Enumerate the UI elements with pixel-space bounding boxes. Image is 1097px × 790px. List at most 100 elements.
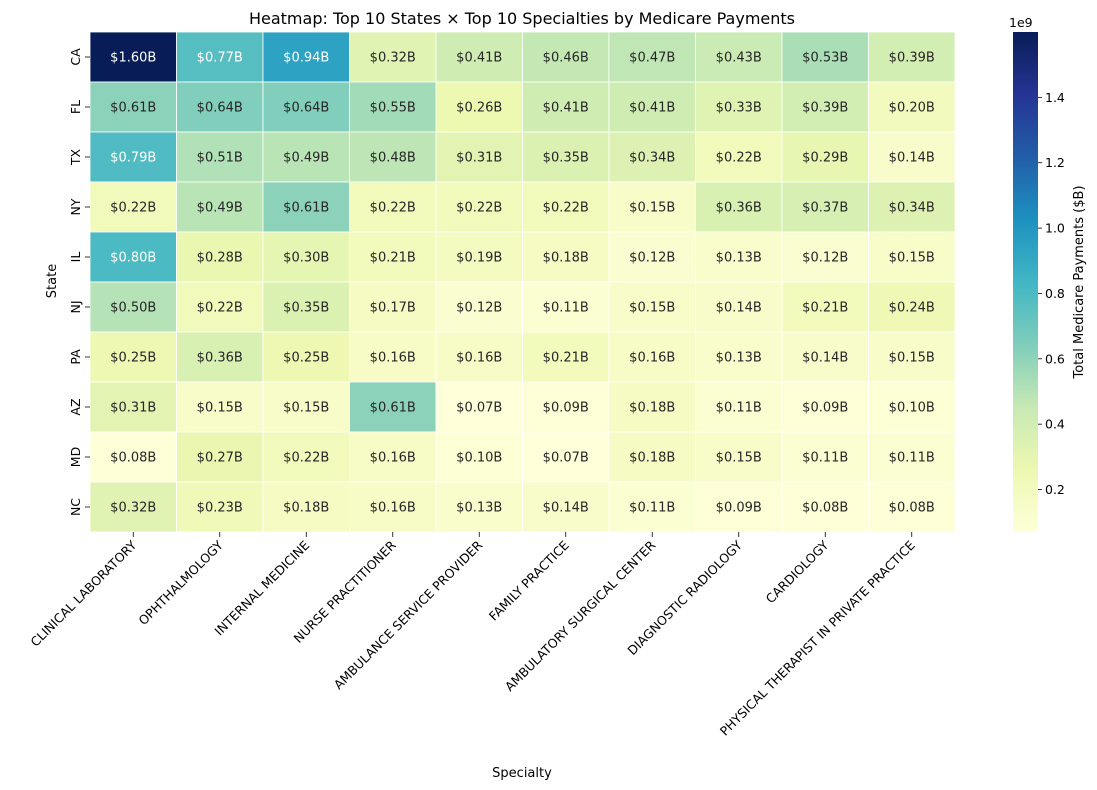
cell-value-label: $0.48B (370, 151, 416, 166)
heatmap-cell (695, 431, 783, 483)
heatmap-cell (349, 431, 437, 483)
y-axis-label: State (45, 264, 60, 298)
cell-value-label: $0.20B (889, 101, 935, 116)
heatmap-cell (608, 181, 696, 233)
y-tick-label: CA (68, 48, 83, 66)
heatmap-cell (522, 381, 610, 433)
heatmap-cell (695, 181, 783, 233)
heatmap-cell (262, 431, 350, 483)
colorbar-tick-label: 0.2 (1045, 482, 1065, 497)
heatmap-cell (781, 281, 869, 333)
heatmap-cell (262, 281, 350, 333)
cell-value-label: $0.22B (543, 201, 589, 216)
cell-value-label: $0.10B (456, 451, 502, 466)
cell-value-label: $0.07B (456, 401, 502, 416)
heatmap-cell (435, 231, 523, 283)
heatmap-cell (176, 431, 264, 483)
heatmap-cell (435, 431, 523, 483)
heatmap-cell (522, 81, 610, 133)
cell-value-label: $0.21B (370, 251, 416, 266)
heatmap-cell (262, 131, 350, 183)
heatmap-cell (695, 31, 783, 83)
heatmap-cell (868, 431, 956, 483)
heatmap-cell (176, 381, 264, 433)
heatmap-cell (89, 181, 177, 233)
cell-value-label: $0.33B (716, 101, 762, 116)
cell-value-label: $0.39B (889, 51, 935, 66)
cell-value-label: $0.18B (629, 451, 675, 466)
colorbar-tick-label: 1.4 (1045, 90, 1065, 105)
cell-value-label: $0.79B (110, 151, 156, 166)
y-tick-label: TX (68, 148, 83, 166)
cell-value-label: $0.22B (716, 151, 762, 166)
heatmap-cell (349, 81, 437, 133)
cell-value-label: $0.11B (543, 301, 589, 316)
cell-value-label: $0.36B (197, 351, 243, 366)
cell-value-label: $0.16B (370, 451, 416, 466)
cell-value-label: $0.25B (110, 351, 156, 366)
cell-value-label: $0.35B (283, 301, 329, 316)
y-tick-label: FL (68, 100, 83, 114)
heatmap-cell (781, 231, 869, 283)
heatmap-cell (695, 481, 783, 533)
x-tick-label: OPHTHALMOLOGY (135, 537, 226, 628)
heatmap-cell (695, 231, 783, 283)
cell-value-label: $0.61B (110, 101, 156, 116)
y-tick-label: PA (68, 349, 83, 365)
y-tick-label: IL (68, 252, 83, 263)
heatmap-cell (176, 231, 264, 283)
cell-value-label: $0.53B (802, 51, 848, 66)
heatmap-cell (695, 331, 783, 383)
heatmap-cell (349, 331, 437, 383)
x-tick-label: CARDIOLOGY (763, 537, 832, 606)
heatmap-cell (522, 181, 610, 233)
colorbar-label: Total Medicare Payments ($B) (1072, 185, 1087, 379)
cell-value-label: $0.09B (716, 501, 762, 516)
heatmap-cell (608, 331, 696, 383)
heatmap-cell (868, 31, 956, 83)
cell-value-label: $1.60B (110, 51, 156, 66)
heatmap-cell (695, 381, 783, 433)
cell-value-label: $0.49B (283, 151, 329, 166)
x-tick-label: CLINICAL LABORATORY (27, 537, 139, 649)
cell-value-label: $0.49B (197, 201, 243, 216)
heatmap-cell (781, 381, 869, 433)
cell-value-label: $0.24B (889, 301, 935, 316)
cell-value-label: $0.11B (802, 451, 848, 466)
cell-value-label: $0.37B (802, 201, 848, 216)
heatmap-cell (608, 431, 696, 483)
heatmap-cell (781, 81, 869, 133)
heatmap-cell (435, 381, 523, 433)
cell-value-label: $0.26B (456, 101, 502, 116)
cell-value-label: $0.80B (110, 251, 156, 266)
heatmap-cell (695, 131, 783, 183)
heatmap-cell (349, 481, 437, 533)
colorbar-gradient (1013, 32, 1038, 532)
heatmap-cell (349, 281, 437, 333)
heatmap-cell (781, 181, 869, 233)
colorbar-tick-label: 1.2 (1045, 155, 1065, 170)
y-tick-label: NC (68, 498, 83, 516)
y-axis-ticks: CA FL TX NY IL NJ PA AZ MD NC (68, 48, 90, 516)
heatmap-cell (89, 31, 177, 83)
heatmap-cell (435, 281, 523, 333)
cell-value-label: $0.13B (456, 501, 502, 516)
cell-value-label: $0.16B (370, 501, 416, 516)
cell-value-label: $0.21B (802, 301, 848, 316)
heatmap-cell (868, 131, 956, 183)
cell-value-label: $0.61B (283, 201, 329, 216)
colorbar-tick-label: 0.6 (1045, 351, 1065, 366)
heatmap-cell (695, 81, 783, 133)
cell-value-label: $0.41B (629, 101, 675, 116)
x-tick-label: INTERNAL MEDICINE (211, 537, 312, 638)
cell-value-label: $0.09B (543, 401, 589, 416)
cell-value-label: $0.94B (283, 51, 329, 66)
cell-value-label: $0.10B (889, 401, 935, 416)
heatmap-cell (435, 131, 523, 183)
y-tick-label: NY (68, 198, 83, 215)
cell-value-label: $0.14B (716, 301, 762, 316)
heatmap-cell (868, 231, 956, 283)
heatmap-cell (262, 381, 350, 433)
heatmap-cell (608, 231, 696, 283)
